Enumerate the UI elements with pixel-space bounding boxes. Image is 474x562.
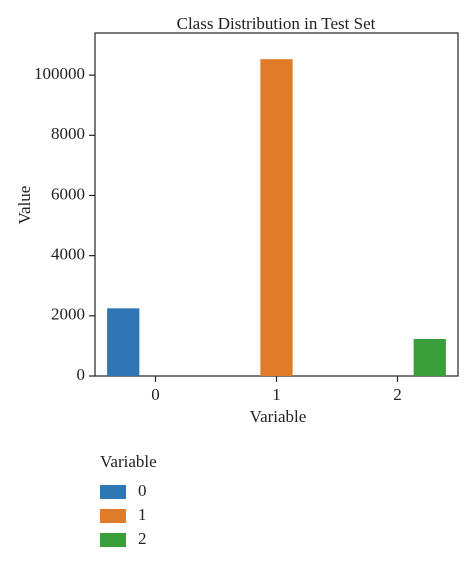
legend-label: 2 (138, 529, 147, 548)
y-tick-label: 6000 (51, 184, 85, 203)
x-tick-label: 2 (393, 385, 402, 404)
y-tick-label: 0 (77, 365, 86, 384)
legend-title: Variable (100, 452, 157, 471)
bar (260, 59, 293, 376)
y-tick-label: 2000 (51, 305, 85, 324)
legend-label: 0 (138, 481, 147, 500)
legend-swatch (100, 485, 126, 499)
y-tick-label: 4000 (51, 245, 85, 264)
bar (413, 338, 446, 376)
y-tick-label: 100000 (34, 64, 85, 83)
legend-label: 1 (138, 505, 147, 524)
x-tick-label: 0 (151, 385, 160, 404)
legend-swatch (100, 533, 126, 547)
y-tick-label: 8000 (51, 124, 85, 143)
y-axis-label: Value (15, 186, 34, 225)
x-tick-label: 1 (272, 385, 281, 404)
chart-title: Class Distribution in Test Set (177, 14, 376, 33)
legend-swatch (100, 509, 126, 523)
x-axis-label: Variable (250, 407, 307, 426)
bar (107, 308, 140, 376)
